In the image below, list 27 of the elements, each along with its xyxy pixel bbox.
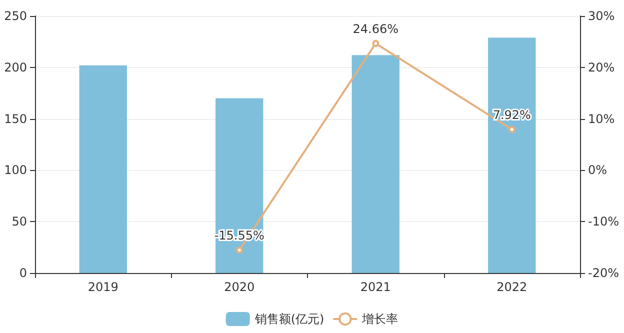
y-tick-label: 250 xyxy=(4,9,27,23)
x-tick-label: 2021 xyxy=(360,280,391,294)
bar xyxy=(352,55,400,273)
y2-tick-label: 20% xyxy=(588,60,615,74)
y2-tick-label: 10% xyxy=(588,112,615,126)
y2-tick-label: -10% xyxy=(588,214,620,229)
x-tick-label: 2020 xyxy=(224,280,255,294)
x-tick-label: 2022 xyxy=(496,280,528,294)
legend-label: 销售额(亿元) xyxy=(254,312,324,326)
y2-tick-label: -20% xyxy=(588,266,620,280)
y-tick-label: 200 xyxy=(4,60,27,74)
y-tick-label: 150 xyxy=(4,112,27,126)
legend-label: 增长率 xyxy=(361,312,398,326)
point xyxy=(372,40,380,47)
y2-tick-label: 0% xyxy=(588,163,608,178)
data-label: 24.66% xyxy=(352,22,399,36)
bar xyxy=(79,65,127,273)
point xyxy=(508,126,516,133)
y-tick-label: 50 xyxy=(12,214,27,229)
y-tick-label: 100 xyxy=(4,163,27,178)
data-label: 7.92% xyxy=(492,108,531,122)
y-tick-label: 0 xyxy=(19,266,27,280)
bar xyxy=(488,38,536,273)
bar xyxy=(216,98,264,273)
point xyxy=(236,246,243,254)
y2-tick-label: 30% xyxy=(588,9,615,23)
x-tick-label: 2019 xyxy=(88,280,118,294)
